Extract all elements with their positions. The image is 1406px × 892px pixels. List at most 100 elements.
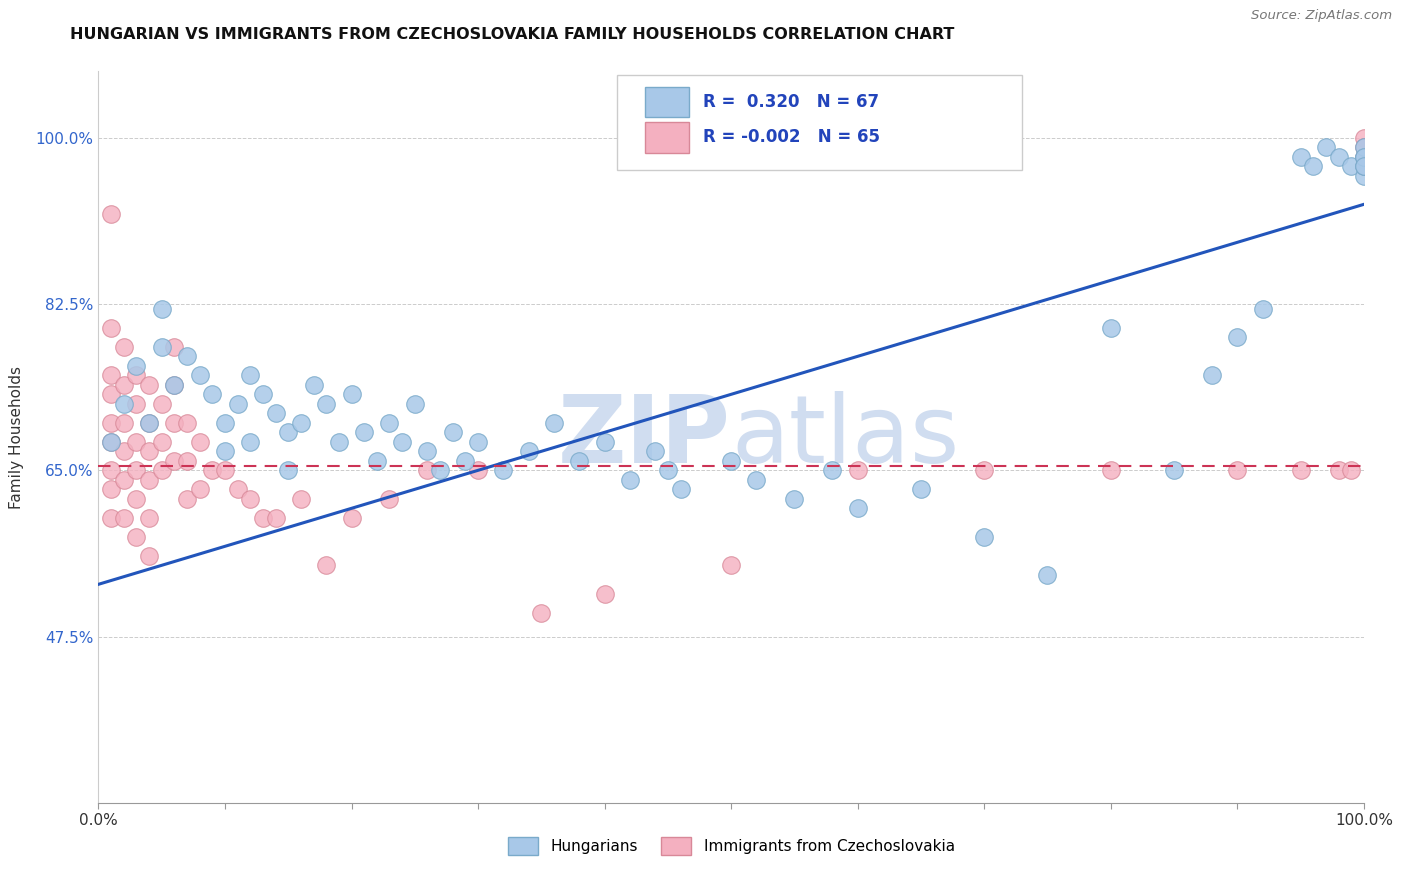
Point: [277, 425, 299, 440]
Point: [188, 483, 211, 497]
Point: [277, 463, 299, 477]
Point: [593, 434, 616, 449]
Point: [492, 463, 515, 477]
Point: [441, 425, 464, 440]
Point: [467, 434, 489, 449]
Point: [328, 434, 350, 449]
Point: [619, 473, 641, 487]
Point: [201, 463, 224, 477]
Point: [1327, 150, 1350, 164]
Point: [1353, 131, 1375, 145]
Point: [1353, 159, 1375, 173]
Point: [1353, 150, 1375, 164]
Point: [125, 434, 148, 449]
Point: [1340, 463, 1362, 477]
Point: [644, 444, 666, 458]
Point: [176, 349, 198, 363]
Point: [138, 511, 160, 525]
Point: [783, 491, 806, 506]
Point: [150, 340, 173, 354]
Point: [112, 377, 135, 392]
Text: R = -0.002   N = 65: R = -0.002 N = 65: [703, 128, 880, 146]
Point: [100, 368, 122, 383]
Point: [163, 340, 186, 354]
Point: [720, 454, 742, 468]
Point: [315, 397, 337, 411]
Point: [138, 549, 160, 563]
Point: [226, 483, 249, 497]
Point: [214, 463, 236, 477]
Point: [973, 530, 995, 544]
Point: [517, 444, 540, 458]
Point: [1099, 321, 1122, 335]
Text: HUNGARIAN VS IMMIGRANTS FROM CZECHOSLOVAKIA FAMILY HOUSEHOLDS CORRELATION CHART: HUNGARIAN VS IMMIGRANTS FROM CZECHOSLOVA…: [70, 27, 955, 42]
Point: [163, 454, 186, 468]
Point: [125, 491, 148, 506]
Point: [1201, 368, 1223, 383]
Y-axis label: Family Households: Family Households: [10, 366, 24, 508]
Point: [125, 397, 148, 411]
Point: [315, 558, 337, 573]
Point: [973, 463, 995, 477]
Point: [429, 463, 451, 477]
Point: [239, 491, 262, 506]
Bar: [645, 122, 689, 153]
Bar: [645, 87, 689, 118]
Point: [112, 416, 135, 430]
Point: [846, 501, 869, 516]
Point: [100, 483, 122, 497]
Point: [150, 301, 173, 316]
Point: [669, 483, 692, 497]
Point: [125, 368, 148, 383]
Point: [391, 434, 413, 449]
Point: [201, 387, 224, 401]
Point: [404, 397, 426, 411]
Point: [150, 463, 173, 477]
Point: [366, 454, 388, 468]
Point: [125, 530, 148, 544]
Point: [467, 463, 489, 477]
Point: [302, 377, 325, 392]
Point: [1302, 159, 1324, 173]
Point: [264, 406, 287, 420]
Point: [1353, 159, 1375, 173]
Point: [239, 434, 262, 449]
Point: [1251, 301, 1274, 316]
Point: [100, 416, 122, 430]
Point: [1226, 463, 1249, 477]
Text: ZIP: ZIP: [558, 391, 731, 483]
Point: [1163, 463, 1185, 477]
Point: [176, 491, 198, 506]
Text: R =  0.320   N = 67: R = 0.320 N = 67: [703, 93, 879, 112]
Point: [290, 491, 312, 506]
Point: [1353, 169, 1375, 183]
Point: [188, 434, 211, 449]
Point: [720, 558, 742, 573]
Point: [454, 454, 477, 468]
Point: [163, 377, 186, 392]
Point: [214, 416, 236, 430]
Point: [821, 463, 844, 477]
Point: [846, 463, 869, 477]
Point: [1353, 140, 1375, 154]
Point: [239, 368, 262, 383]
Text: Source: ZipAtlas.com: Source: ZipAtlas.com: [1251, 9, 1392, 22]
Point: [378, 491, 401, 506]
Point: [657, 463, 679, 477]
Point: [290, 416, 312, 430]
Point: [530, 606, 553, 620]
Point: [125, 359, 148, 373]
Point: [543, 416, 565, 430]
Point: [252, 511, 274, 525]
Point: [188, 368, 211, 383]
Point: [176, 416, 198, 430]
Point: [100, 387, 122, 401]
Point: [353, 425, 375, 440]
Point: [112, 473, 135, 487]
Point: [226, 397, 249, 411]
Point: [138, 444, 160, 458]
Point: [252, 387, 274, 401]
Text: atlas: atlas: [731, 391, 959, 483]
Point: [1315, 140, 1337, 154]
Point: [1353, 150, 1375, 164]
